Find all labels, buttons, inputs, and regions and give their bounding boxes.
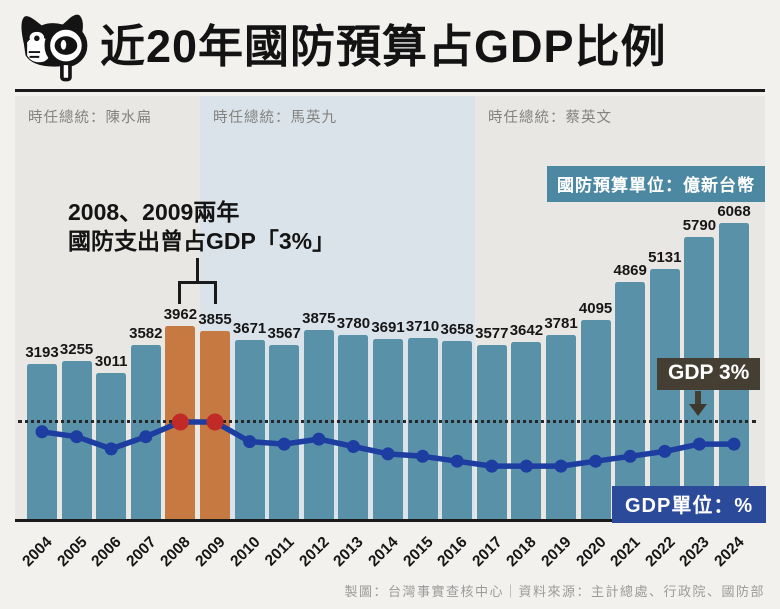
annotation-bracket-stem	[196, 258, 199, 284]
page-title: 近20年國防預算占GDP比例	[100, 21, 667, 72]
bar-2012	[303, 330, 334, 520]
bar-2017	[476, 345, 507, 520]
bar-value-2016: 3658	[440, 321, 474, 338]
bar-value-2015: 3710	[405, 318, 440, 335]
bar-2008	[165, 326, 196, 520]
header-divider	[15, 89, 765, 92]
bar-2006	[96, 373, 127, 520]
bar-value-2018: 3642	[509, 322, 544, 339]
bar-value-2019: 3781	[544, 315, 578, 332]
bar-2011	[269, 345, 300, 520]
era-label-2: 時任總統：蔡英文	[488, 110, 612, 126]
gdp-unit-badge: GDP單位：%	[612, 486, 767, 523]
bar-2009	[200, 331, 230, 520]
bar-2014	[373, 339, 403, 520]
footer-credit: 製圖：台灣事實查核中心｜資料來源：主計總處、行政院、國防部	[344, 584, 765, 599]
bar-value-2024: 6068	[717, 203, 751, 220]
bar-value-2008: 3962	[163, 306, 198, 323]
bar-value-2022: 5131	[648, 249, 682, 266]
annotation-bracket-leg-left	[178, 281, 181, 304]
x-axis-baseline	[15, 519, 765, 522]
bar-value-2012: 3875	[302, 310, 336, 327]
bar-2015	[407, 338, 438, 520]
bar-2021	[615, 282, 646, 520]
annotation-bracket-bar	[178, 281, 217, 284]
bar-2010	[234, 340, 265, 520]
bar-2005	[61, 361, 92, 520]
bar-value-2013: 3780	[336, 315, 371, 332]
annotation-2008-2009: 2008、2009兩年 國防支出曾占GDP「3%」	[68, 198, 388, 256]
bar-value-2020: 4095	[578, 300, 613, 317]
bar-value-2007: 3582	[129, 325, 163, 342]
annotation-line2: 國防支出曾占GDP「3%」	[68, 227, 336, 254]
bar-value-2017: 3577	[475, 325, 509, 342]
bar-2018	[511, 342, 542, 520]
bar-value-2021: 4869	[613, 262, 647, 279]
bar-2016	[442, 341, 473, 520]
bar-value-2011: 3567	[267, 325, 301, 342]
gdp-3pct-badge: GDP 3%	[657, 358, 761, 390]
era-label-0: 時任總統：陳水扁	[28, 110, 152, 126]
bar-2013	[338, 335, 369, 520]
factcheck-cat-logo-icon	[21, 14, 88, 82]
budget-unit-badge: 國防預算單位：億新台幣	[547, 166, 765, 202]
era-label-1: 時任總統：馬英九	[213, 110, 337, 126]
arrow-down-icon	[695, 391, 701, 405]
gdp-3pct-reference-line	[18, 420, 756, 423]
annotation-line1: 2008、2009兩年	[68, 199, 240, 225]
bar-2004	[27, 364, 57, 520]
bar-value-2010: 3671	[232, 320, 267, 337]
bar-2007	[130, 345, 161, 520]
bar-2019	[546, 335, 576, 520]
annotation-bracket-leg-right	[214, 281, 217, 304]
bar-value-2023: 5790	[682, 217, 717, 234]
bar-2022	[649, 269, 680, 520]
bar-value-2004: 3193	[25, 344, 59, 361]
bar-value-2014: 3691	[371, 319, 405, 336]
arrow-down-head-icon	[689, 404, 707, 416]
bar-value-2005: 3255	[59, 341, 94, 358]
bar-value-2006: 3011	[94, 353, 128, 370]
bar-value-2009: 3855	[198, 311, 232, 328]
